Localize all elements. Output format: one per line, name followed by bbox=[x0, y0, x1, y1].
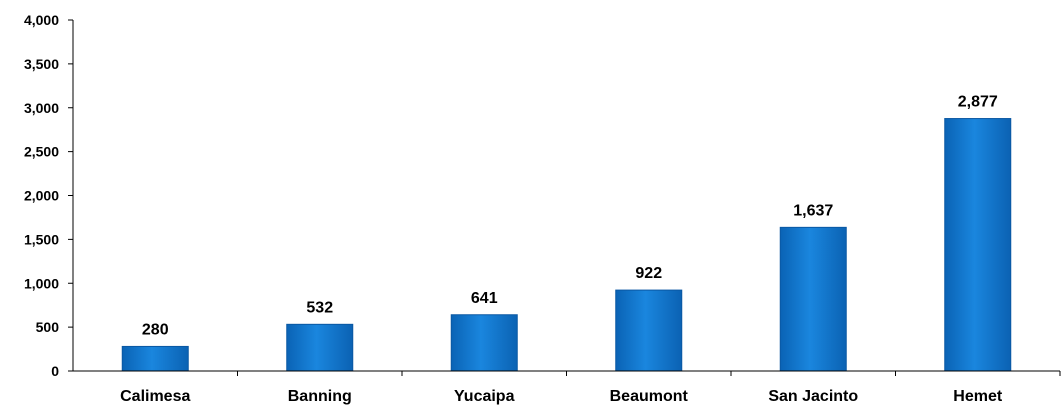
bars bbox=[121, 118, 1012, 372]
x-category-label: Hemet bbox=[953, 388, 1003, 405]
bar-san-jacinto bbox=[779, 226, 847, 372]
data-label: 641 bbox=[471, 290, 498, 307]
bar-beaumont bbox=[615, 289, 683, 372]
bar-banning bbox=[286, 323, 354, 372]
data-label: 922 bbox=[635, 265, 662, 282]
y-tick-label: 3,500 bbox=[24, 56, 59, 72]
x-axis-labels: Calimesa Banning Yucaipa Beaumont San Jacint… bbox=[120, 371, 1061, 405]
data-labels: 280 532 641 922 1,637 2,877 bbox=[142, 94, 998, 339]
bar-calimesa bbox=[121, 345, 189, 372]
x-category-label: Yucaipa bbox=[454, 388, 515, 405]
data-label: 1,637 bbox=[793, 202, 833, 219]
x-category-label: Calimesa bbox=[120, 388, 190, 405]
data-label: 280 bbox=[142, 321, 169, 338]
y-tick-label: 4,000 bbox=[24, 12, 59, 28]
bar-yucaipa bbox=[450, 314, 518, 372]
x-category-label: San Jacinto bbox=[768, 388, 858, 405]
y-tick-label: 3,000 bbox=[24, 100, 59, 116]
x-category-label: Banning bbox=[288, 388, 352, 405]
y-axis-ticks: 0 500 1,000 1,500 2,000 2,500 3,000 3,500 4,000 bbox=[24, 12, 73, 379]
data-label: 532 bbox=[306, 299, 333, 316]
y-tick-label: 500 bbox=[36, 319, 60, 335]
y-tick-label: 1,500 bbox=[24, 231, 59, 247]
x-category-label: Beaumont bbox=[610, 388, 689, 405]
y-tick-label: 2,000 bbox=[24, 188, 59, 204]
data-label: 2,877 bbox=[958, 94, 998, 111]
bar-hemet bbox=[944, 118, 1012, 372]
y-tick-label: 0 bbox=[51, 363, 59, 379]
y-tick-label: 2,500 bbox=[24, 144, 59, 160]
y-tick-label: 1,000 bbox=[24, 275, 59, 291]
